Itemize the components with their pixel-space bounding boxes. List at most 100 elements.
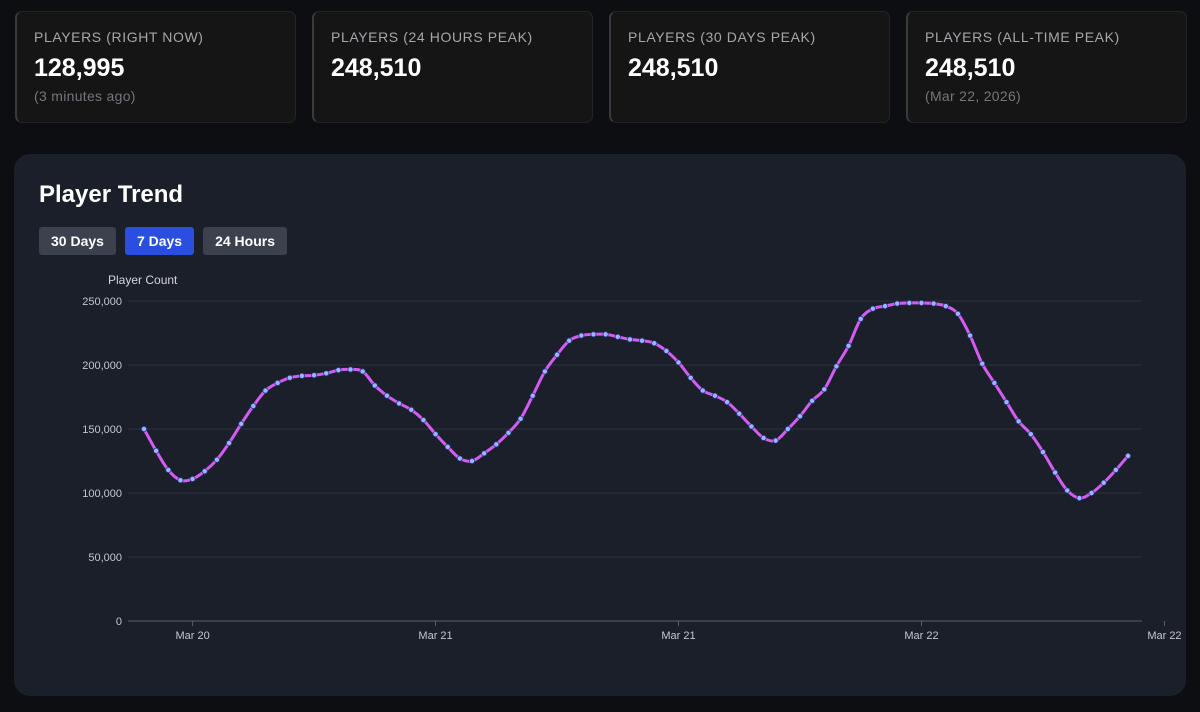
data-point <box>1015 418 1022 425</box>
data-point <box>991 379 998 386</box>
data-point <box>529 392 536 399</box>
y-tick-label: 250,000 <box>82 296 122 308</box>
data-point <box>213 456 220 463</box>
data-point <box>298 372 305 379</box>
x-tick-label: Mar 22 <box>1147 630 1181 642</box>
data-point <box>1039 449 1046 456</box>
range-tabs: 30 Days 7 Days 24 Hours <box>39 227 288 255</box>
data-point <box>311 372 318 379</box>
stat-value: 248,510 <box>628 54 719 82</box>
data-point <box>408 406 415 413</box>
x-tick-label: Mar 20 <box>175 630 209 642</box>
data-point <box>420 417 427 424</box>
data-point <box>748 423 755 430</box>
stats-row: PLAYERS (RIGHT NOW) 128,995 (3 minutes a… <box>15 11 1187 123</box>
stat-label: PLAYERS (24 HOURS PEAK) <box>331 29 533 45</box>
data-point <box>930 300 937 307</box>
data-point <box>578 332 585 339</box>
player-trend-panel: Player Trend 30 Days 7 Days 24 Hours 0 50… <box>14 154 1186 696</box>
data-point <box>541 368 548 375</box>
data-point <box>869 305 876 312</box>
stat-label: PLAYERS (ALL-TIME PEAK) <box>925 29 1120 45</box>
data-point <box>906 299 913 306</box>
data-point <box>857 315 864 322</box>
data-point <box>882 303 889 310</box>
data-point <box>894 300 901 307</box>
data-point <box>493 441 500 448</box>
data-point <box>347 366 354 373</box>
stat-subtext: (3 minutes ago) <box>34 88 136 104</box>
y-tick-label: 0 <box>116 616 122 628</box>
data-point <box>1003 399 1010 406</box>
data-point <box>675 359 682 366</box>
data-point <box>590 331 597 338</box>
data-point <box>456 455 463 462</box>
data-point <box>809 397 816 404</box>
tab-7-days[interactable]: 7 Days <box>124 227 195 255</box>
data-point <box>1027 431 1034 438</box>
data-point <box>468 457 475 464</box>
data-point <box>517 415 524 422</box>
data-point <box>1100 479 1107 486</box>
data-point <box>1052 469 1059 476</box>
y-tick-label: 200,000 <box>82 360 122 372</box>
stat-label: PLAYERS (RIGHT NOW) <box>34 29 204 45</box>
stat-value: 248,510 <box>331 54 422 82</box>
data-point <box>383 392 390 399</box>
y-tick-label: 150,000 <box>82 424 122 436</box>
data-point <box>784 425 791 432</box>
data-point <box>286 374 293 381</box>
stat-label: PLAYERS (30 DAYS PEAK) <box>628 29 816 45</box>
tab-30-days[interactable]: 30 Days <box>39 227 116 255</box>
stat-value: 128,995 <box>34 54 125 82</box>
data-point <box>165 466 172 473</box>
panel-title: Player Trend <box>39 181 184 208</box>
data-point <box>699 387 706 394</box>
data-point <box>359 368 366 375</box>
x-tick-label: Mar 22 <box>904 630 938 642</box>
stat-card-30d-peak: PLAYERS (30 DAYS PEAK) 248,510 <box>609 11 890 123</box>
stat-card-24h-peak: PLAYERS (24 HOURS PEAK) 248,510 <box>312 11 593 123</box>
data-point <box>651 340 658 347</box>
data-point <box>226 440 233 447</box>
y-tick-label: 100,000 <box>82 488 122 500</box>
data-point <box>371 382 378 389</box>
data-point <box>554 351 561 358</box>
data-point <box>614 333 621 340</box>
data-point <box>711 392 718 399</box>
stat-subtext: (Mar 22, 2026) <box>925 88 1022 104</box>
data-point <box>396 400 403 407</box>
data-point <box>845 342 852 349</box>
data-point <box>979 360 986 367</box>
data-point <box>918 299 925 306</box>
tab-24-hours[interactable]: 24 Hours <box>203 227 288 255</box>
y-axis-title: Player Count <box>108 273 178 287</box>
stat-card-all-time-peak: PLAYERS (ALL-TIME PEAK) 248,510 (Mar 22,… <box>906 11 1187 123</box>
data-point <box>602 331 609 338</box>
data-point <box>954 310 961 317</box>
data-point <box>262 387 269 394</box>
data-point <box>481 450 488 457</box>
data-point <box>736 410 743 417</box>
data-point <box>967 332 974 339</box>
x-tick-label: Mar 21 <box>418 630 452 642</box>
data-point <box>942 303 949 310</box>
data-point <box>833 363 840 370</box>
data-point <box>1064 487 1071 494</box>
data-point <box>323 370 330 377</box>
data-point <box>663 347 670 354</box>
data-point <box>566 337 573 344</box>
y-tick-label: 50,000 <box>88 552 122 564</box>
data-point <box>141 425 148 432</box>
data-point <box>626 336 633 343</box>
data-point <box>687 374 694 381</box>
data-point <box>189 475 196 482</box>
data-point <box>821 386 828 393</box>
data-point <box>153 447 160 454</box>
data-point <box>760 434 767 441</box>
data-point <box>335 367 342 374</box>
x-tick-label: Mar 21 <box>661 630 695 642</box>
stat-value: 248,510 <box>925 54 1016 82</box>
data-point <box>1076 495 1083 502</box>
data-point <box>1112 466 1119 473</box>
